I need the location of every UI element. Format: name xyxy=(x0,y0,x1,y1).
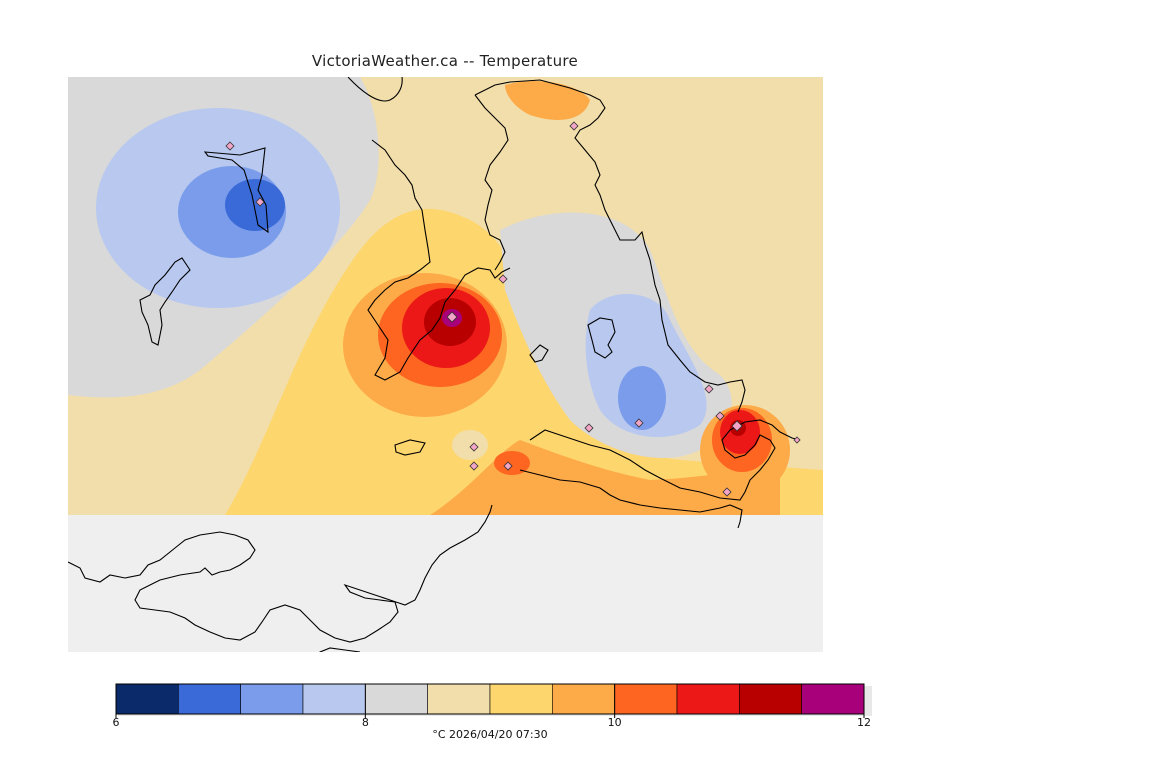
station-marker[interactable] xyxy=(569,121,579,131)
legend-swatch xyxy=(739,683,802,715)
legend-swatches xyxy=(115,683,865,715)
legend-swatch xyxy=(614,683,678,715)
legend-tick-label: 12 xyxy=(857,716,871,729)
legend-swatch xyxy=(240,683,304,715)
station-marker[interactable] xyxy=(498,274,508,284)
legend-swatch xyxy=(115,683,179,715)
legend-ticks: 6 8 10 12 xyxy=(113,684,871,729)
station-marker[interactable] xyxy=(793,436,801,444)
station-marker[interactable] xyxy=(255,197,265,207)
station-marker[interactable] xyxy=(469,461,479,471)
station-marker[interactable] xyxy=(446,311,458,323)
legend-swatch xyxy=(676,683,740,715)
legend-swatch xyxy=(178,683,241,715)
station-marker[interactable] xyxy=(225,141,235,151)
legend-swatch xyxy=(427,683,491,715)
station-marker[interactable] xyxy=(503,461,513,471)
legend-swatch xyxy=(365,683,428,715)
station-markers xyxy=(225,121,801,497)
station-marker[interactable] xyxy=(634,418,644,428)
legend-swatch xyxy=(552,683,615,715)
legend-tick-label: 10 xyxy=(608,716,622,729)
station-marker[interactable] xyxy=(722,487,732,497)
legend-tick-label: 8 xyxy=(362,716,369,729)
station-marker[interactable] xyxy=(469,442,479,452)
legend-tick-label: 6 xyxy=(113,716,120,729)
temperature-field xyxy=(68,77,823,515)
station-marker[interactable] xyxy=(704,384,714,394)
station-marker[interactable] xyxy=(584,423,594,433)
legend-swatch xyxy=(302,683,366,715)
station-marker[interactable] xyxy=(715,411,725,421)
legend-caption: °C 2026/04/20 07:30 xyxy=(432,728,547,741)
station-marker[interactable] xyxy=(731,420,743,432)
map-title: VictoriaWeather.ca -- Temperature xyxy=(311,52,579,70)
legend-swatch xyxy=(801,683,865,715)
legend-swatch xyxy=(489,683,553,715)
coastlines xyxy=(68,77,801,652)
